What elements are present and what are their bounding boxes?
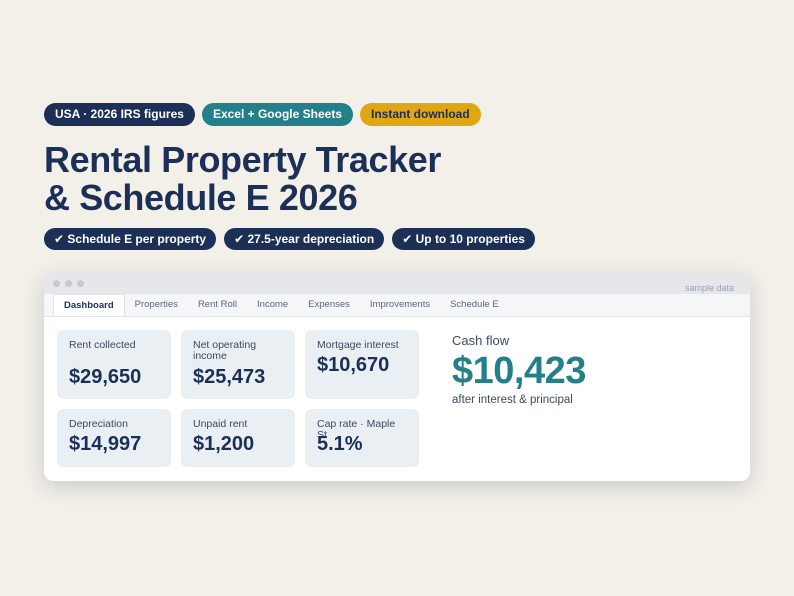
kpi-value: $14,997	[69, 433, 142, 455]
sample-data-note: sample data	[684, 283, 734, 293]
kpi-value: $10,670	[317, 354, 390, 376]
kpi-value: $29,650	[69, 366, 142, 388]
window-dot-icon	[77, 280, 84, 287]
kpi-card-mortgage-interest: Mortgage interest $10,670	[305, 330, 419, 399]
spreadsheet-window: sample data Dashboard Properties Rent Ro…	[44, 273, 750, 481]
kpi-card-cap-rate: Cap rate · Maple St 5.1%	[305, 409, 419, 467]
feature-badges: ✔ Schedule E per property ✔ 27.5-year de…	[44, 228, 535, 250]
kpi-card-noi: Net operating income $25,473	[181, 330, 295, 399]
kpi-card-depreciation: Depreciation $14,997	[57, 409, 171, 467]
badge-irs-figures: USA · 2026 IRS figures	[44, 103, 195, 126]
feature-depreciation: ✔ 27.5-year depreciation	[224, 228, 385, 250]
kpi-label: Unpaid rent	[193, 418, 248, 430]
top-badges: USA · 2026 IRS figures Excel + Google Sh…	[44, 103, 481, 126]
page-title: Rental Property Tracker & Schedule E 202…	[44, 141, 441, 217]
kpi-card-rent-collected: Rent collected $29,650	[57, 330, 171, 399]
tab-schedule-e[interactable]: Schedule E	[450, 299, 499, 310]
tab-income[interactable]: Income	[257, 299, 289, 310]
window-dot-icon	[53, 280, 60, 287]
kpi-label: Depreciation	[69, 418, 128, 430]
tab-rent-roll[interactable]: Rent Roll	[197, 299, 238, 310]
cash-flow-summary: Cash flow $10,423 after interest & princ…	[452, 333, 586, 406]
tab-expenses[interactable]: Expenses	[308, 299, 350, 310]
title-line-1: Rental Property Tracker	[44, 139, 441, 180]
kpi-label: Rent collected	[69, 339, 136, 351]
cash-flow-subtitle: after interest & principal	[452, 394, 573, 406]
feature-properties: ✔ Up to 10 properties	[392, 228, 535, 250]
window-dot-icon	[65, 280, 72, 287]
badge-instant-download: Instant download	[360, 103, 481, 126]
kpi-label: Mortgage interest	[317, 339, 399, 351]
kpi-value: $1,200	[193, 433, 255, 455]
kpi-value: $25,473	[193, 366, 266, 388]
title-line-2: & Schedule E 2026	[44, 177, 358, 218]
kpi-label: Cap rate · Maple St	[317, 418, 396, 441]
kpi-card-unpaid-rent: Unpaid rent $1,200	[181, 409, 295, 467]
window-titlebar: sample data	[44, 273, 750, 294]
sheet-tabs: Dashboard Properties Rent Roll Income Ex…	[44, 294, 750, 317]
kpi-label: Net operating income	[193, 339, 257, 362]
kpi-cards: Rent collected $29,650 Net operating inc…	[57, 330, 419, 467]
cash-flow-label: Cash flow	[452, 333, 510, 348]
badge-excel-sheets: Excel + Google Sheets	[201, 103, 353, 126]
feature-schedule-e: ✔ Schedule E per property	[44, 228, 217, 250]
tab-properties[interactable]: Properties	[134, 299, 178, 310]
cash-flow-value: $10,423	[452, 350, 586, 392]
tab-improvements[interactable]: Improvements	[369, 299, 431, 310]
kpi-value: 5.1%	[317, 433, 363, 455]
tab-dashboard[interactable]: Dashboard	[53, 294, 125, 316]
